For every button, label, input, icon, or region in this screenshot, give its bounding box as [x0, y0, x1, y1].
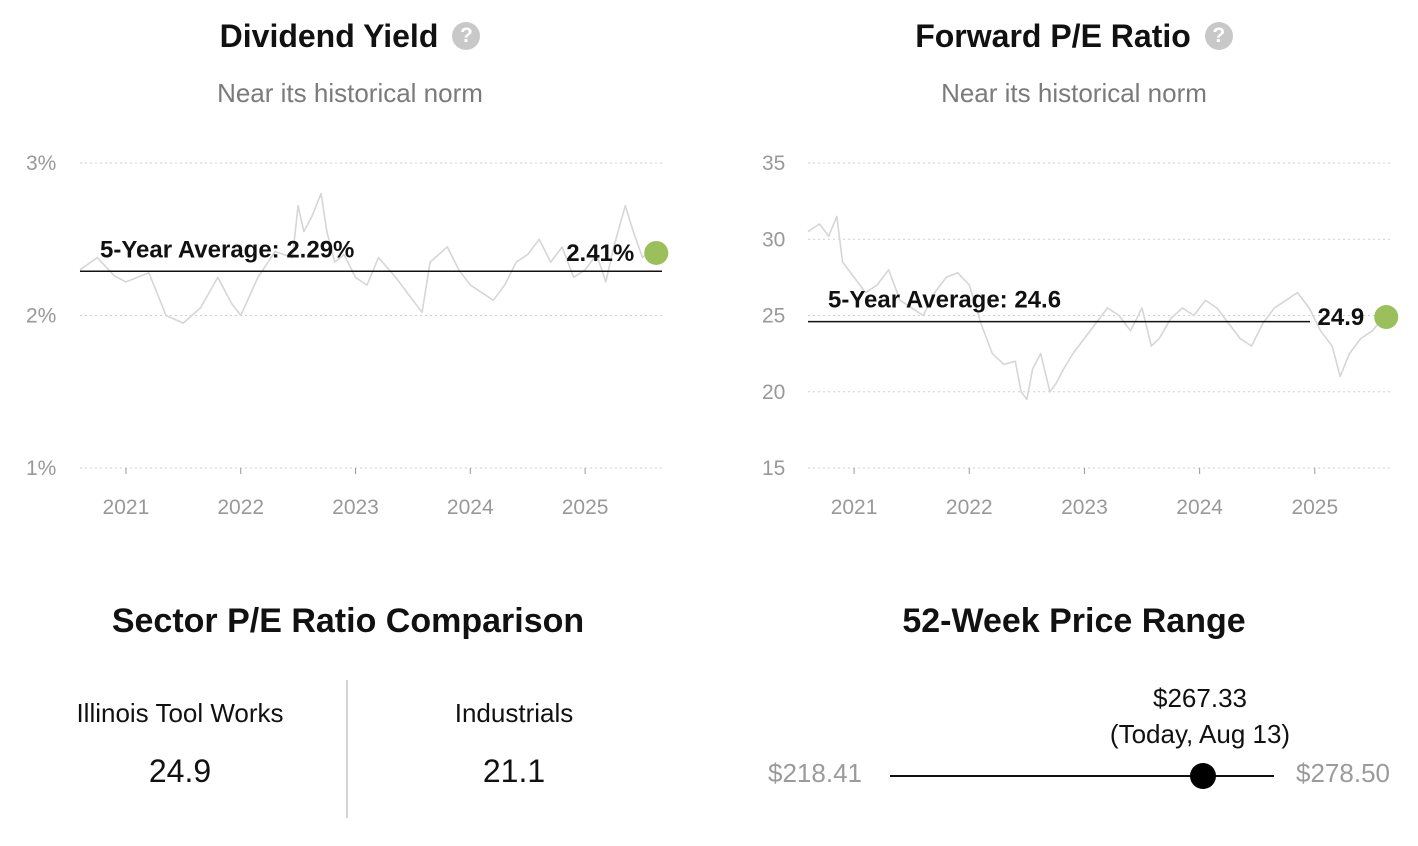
dividend-yield-title-row: Dividend Yield?: [0, 18, 700, 55]
average-label: 5-Year Average: 2.29%: [100, 236, 354, 263]
x-tick-label: 2022: [946, 496, 993, 519]
company-pe-value: 24.9: [148, 753, 212, 789]
current-value-label: 24.9: [1318, 304, 1365, 331]
x-tick-label: 2025: [1291, 496, 1338, 519]
current-date: (Today, Aug 13): [1109, 719, 1291, 749]
average-label: 5-Year Average: 24.6: [828, 287, 1061, 314]
y-tick-label: 1%: [26, 457, 56, 480]
question-circle-icon[interactable]: ?: [452, 22, 481, 50]
x-tick-label: 2024: [1176, 496, 1223, 519]
x-tick-label: 2022: [217, 496, 264, 519]
dividend-yield-subtitle: Near its historical norm: [217, 78, 483, 108]
current-price: $267.33: [1153, 683, 1247, 713]
series-line: [79, 192, 655, 324]
dividend-yield-title: Dividend Yield: [219, 18, 439, 54]
x-tick-label: 2021: [103, 496, 150, 519]
sector-industry-column: Industrials 21.1: [348, 680, 680, 790]
industry-name: Industrials: [454, 698, 574, 728]
current-value-dot: [1374, 305, 1399, 330]
industry-pe-value: 21.1: [482, 753, 546, 789]
y-tick-label: 25: [762, 305, 785, 328]
dividend-yield-chart: 3% 2% 1% 2021 2022 2023 2024 2025 5-Year Average…: [26, 152, 669, 519]
x-tick-label: 2024: [447, 496, 494, 519]
forward-pe-title: Forward P/E Ratio: [915, 18, 1191, 54]
range-track: [890, 775, 1274, 777]
current-price-label: $267.33 (Today, Aug 13): [1050, 680, 1350, 752]
x-tick-label: 2021: [831, 496, 878, 519]
range-low-label: $218.41: [768, 758, 862, 788]
dividend-yield-panel: Dividend Yield? Near its historical norm…: [0, 0, 700, 540]
series-line: [807, 215, 1385, 401]
forward-pe-chart: 35 30 25 20 15 2021 2022 2023 2024 2025 5-Year Ave…: [762, 152, 1399, 519]
price-range-title: 52-Week Price Range: [902, 602, 1246, 640]
x-tick-label: 2025: [562, 496, 609, 519]
sector-comparison-title: Sector P/E Ratio Comparison: [111, 602, 585, 640]
forward-pe-title-row: Forward P/E Ratio?: [730, 18, 1418, 55]
y-tick-label: 15: [762, 457, 785, 480]
company-name: Illinois Tool Works: [76, 698, 284, 728]
sector-divider: [346, 680, 348, 818]
y-tick-label: 35: [762, 152, 785, 175]
current-value-label: 2.41%: [566, 240, 634, 267]
question-circle-icon[interactable]: ?: [1204, 22, 1233, 50]
sector-company-column: Illinois Tool Works 24.9: [14, 680, 346, 790]
y-tick-label: 3%: [26, 152, 56, 175]
range-high-label: $278.50: [1296, 758, 1390, 788]
y-tick-label: 2%: [26, 305, 56, 328]
range-current-marker: [1190, 763, 1216, 789]
forward-pe-panel: Forward P/E Ratio? Near its historical n…: [730, 0, 1418, 540]
current-value-dot: [644, 240, 669, 265]
x-tick-label: 2023: [1061, 496, 1108, 519]
y-tick-label: 20: [762, 381, 785, 404]
x-tick-label: 2023: [332, 496, 379, 519]
forward-pe-subtitle: Near its historical norm: [941, 78, 1207, 108]
y-tick-label: 30: [762, 228, 785, 251]
